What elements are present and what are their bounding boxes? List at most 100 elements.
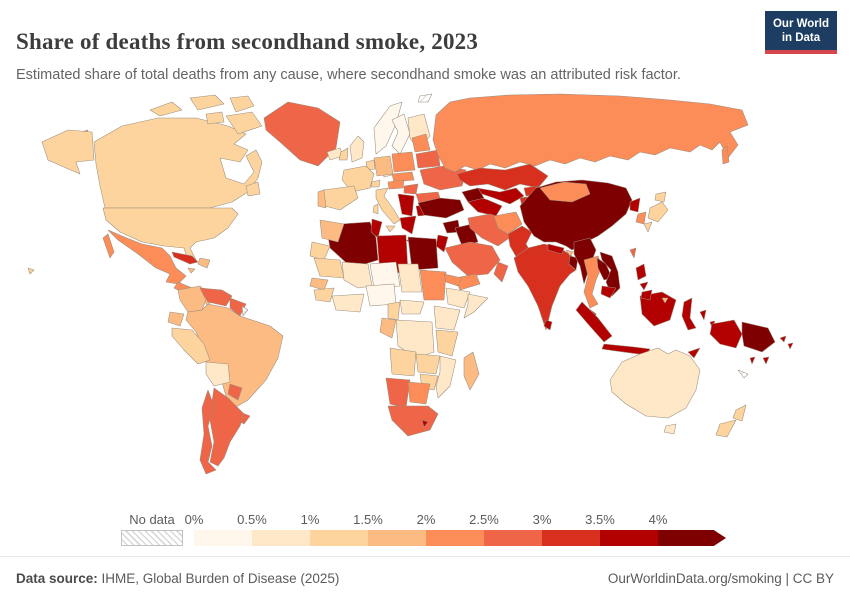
country-senegal[interactable] (309, 277, 329, 291)
country-greece[interactable] (399, 215, 417, 235)
no-data-legend[interactable]: No data (120, 512, 184, 546)
country-usa[interactable] (102, 207, 239, 265)
legend-segment[interactable] (426, 530, 484, 546)
country-french-guiana[interactable] (241, 305, 249, 317)
country-oman[interactable] (493, 261, 509, 283)
country-paraguay[interactable] (227, 383, 243, 401)
country-portugal[interactable] (317, 189, 327, 209)
no-data-swatch[interactable] (121, 530, 183, 546)
country-hungary[interactable] (403, 183, 419, 195)
country-vanuatu[interactable] (749, 356, 756, 365)
country-mali[interactable] (341, 261, 373, 289)
country-colombia[interactable] (177, 285, 209, 313)
country-guinea[interactable] (313, 287, 335, 303)
country-new-zealand[interactable] (715, 419, 737, 438)
country-switzerland[interactable] (370, 179, 381, 188)
country-sweden[interactable] (391, 113, 411, 155)
country-hawaii[interactable] (27, 267, 35, 275)
country-chile[interactable] (199, 389, 217, 475)
legend-segment[interactable] (484, 530, 542, 546)
country-borneo[interactable] (639, 291, 677, 327)
country-india[interactable] (513, 243, 577, 331)
country-sulawesi[interactable] (681, 297, 697, 331)
legend-segment[interactable] (658, 530, 726, 546)
country-chad[interactable] (397, 263, 423, 293)
country-mexico[interactable] (102, 233, 115, 259)
country-svalbard[interactable] (417, 93, 433, 103)
country-central-african-republic[interactable] (399, 299, 425, 315)
country-kazakhstan[interactable] (456, 163, 549, 191)
country-bolivia[interactable] (205, 361, 231, 387)
legend-segment[interactable] (542, 530, 600, 546)
country-ecuador[interactable] (167, 311, 185, 327)
country-russia[interactable] (432, 93, 749, 173)
country-angola[interactable] (389, 347, 417, 377)
country-venezuela[interactable] (199, 287, 233, 307)
country-bhutan[interactable] (565, 249, 574, 257)
country-mexico[interactable] (107, 229, 187, 285)
country-nepal[interactable] (547, 243, 565, 255)
country-czechia-slovakia[interactable] (391, 171, 415, 183)
country-poland[interactable] (391, 151, 416, 173)
country-austria[interactable] (387, 179, 405, 190)
license-link[interactable]: OurWorldinData.org/smoking | CC BY (607, 571, 834, 586)
country-alaska[interactable] (41, 129, 95, 175)
country-mozambique[interactable] (435, 355, 457, 399)
country-greenland[interactable] (263, 101, 341, 167)
country-philippines[interactable] (639, 281, 649, 291)
country-balkans[interactable] (397, 193, 415, 217)
country-new-zealand[interactable] (732, 404, 747, 422)
country-solomon-islands[interactable] (787, 342, 794, 350)
country-arctic-islands[interactable] (225, 111, 263, 135)
country-cuba[interactable] (171, 251, 199, 265)
country-japan[interactable] (654, 191, 667, 203)
country-papua-new-guinea[interactable] (741, 321, 776, 353)
country-guianas[interactable] (229, 297, 247, 317)
country-australia[interactable] (663, 423, 677, 435)
country-italy[interactable] (375, 187, 401, 225)
country-arctic-islands[interactable] (149, 101, 183, 117)
country-gabon-congo[interactable] (379, 317, 397, 339)
owid-logo[interactable]: Our World in Data (764, 11, 837, 55)
country-ethiopia[interactable] (445, 287, 471, 309)
country-fiji[interactable] (762, 356, 770, 365)
world-map[interactable] (0, 90, 850, 508)
country-italy[interactable] (385, 225, 396, 233)
country-germany[interactable] (373, 155, 394, 177)
country-sri-lanka[interactable] (543, 319, 553, 331)
country-west-papua[interactable] (709, 319, 743, 349)
country-south-africa[interactable] (387, 405, 439, 437)
legend-segment[interactable] (194, 530, 252, 546)
legend-segment[interactable] (252, 530, 310, 546)
country-cambodia[interactable] (600, 285, 617, 299)
country-italy[interactable] (372, 203, 379, 215)
legend-segment[interactable] (368, 530, 426, 546)
country-ivory-coast-ghana[interactable] (331, 293, 365, 313)
country-peru[interactable] (171, 327, 211, 365)
country-somalia[interactable] (463, 293, 489, 319)
country-zambia[interactable] (415, 353, 441, 375)
country-turkey[interactable] (417, 197, 465, 219)
country-uzbekistan[interactable] (476, 187, 525, 205)
country-vietnam[interactable] (599, 251, 621, 297)
country-tanzania[interactable] (435, 329, 459, 357)
country-cameroon[interactable] (387, 301, 401, 321)
country-afghanistan[interactable] (493, 211, 523, 235)
country-sudan[interactable] (419, 269, 447, 301)
country-ireland[interactable] (338, 147, 349, 161)
country-jamaica[interactable] (187, 267, 196, 274)
legend-segment[interactable] (310, 530, 368, 546)
country-arctic-islands[interactable] (229, 95, 255, 113)
country-russia[interactable] (721, 145, 730, 165)
country-maluku[interactable] (699, 309, 707, 321)
country-philippines[interactable] (635, 263, 647, 281)
country-botswana[interactable] (407, 381, 431, 405)
country-arctic-islands[interactable] (205, 111, 225, 125)
country-sumatra[interactable] (575, 301, 613, 343)
country-baltics[interactable] (411, 133, 431, 153)
legend-segment[interactable] (600, 530, 658, 546)
country-niger[interactable] (369, 261, 401, 289)
country-arctic-islands[interactable] (189, 94, 225, 111)
country-japan[interactable] (643, 221, 653, 233)
country-eritrea[interactable] (443, 273, 463, 287)
